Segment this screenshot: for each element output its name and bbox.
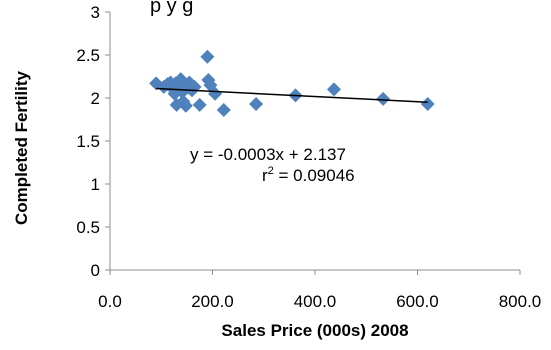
x-axis-title: Sales Price (000s) 2008 [221,321,408,340]
x-tick-label: 800.0 [499,292,542,311]
data-point [208,86,223,101]
chart-title-fragment: p y g [150,0,193,17]
y-tick-label: 1.5 [76,132,100,151]
equation-label: y = -0.0003x + 2.137 [190,145,346,164]
x-axis-ticks: 0.0 200.0 400.0 600.0 800.0 [98,270,541,311]
data-point [249,97,264,112]
y-tick-label: 2.5 [76,46,100,65]
y-tick-label: 1 [91,175,100,194]
data-point [216,103,231,118]
x-tick-label: 600.0 [396,292,439,311]
x-tick-label: 200.0 [191,292,234,311]
r2-label-sup: 2 [268,165,274,177]
y-tick-label: 0 [91,261,100,280]
data-points [149,49,435,118]
r2-label-value: = 0.09046 [274,166,355,185]
y-axis-title: Completed Fertility [12,70,31,225]
data-point [200,49,215,64]
y-tick-label: 3 [91,3,100,22]
r2-label: r2 = 0.09046 [262,165,355,185]
data-point [326,82,341,97]
x-tick-label: 0.0 [98,292,122,311]
r2-label-prefix: r [262,166,268,185]
y-tick-label: 2 [91,89,100,108]
data-point [376,91,391,106]
trendline [156,87,428,103]
x-tick-label: 400.0 [294,292,337,311]
data-point [420,97,435,112]
data-point [192,97,207,112]
y-axis-ticks: 0 0.5 1 1.5 2 2.5 3 [76,3,110,280]
data-point [178,98,193,113]
y-tick-label: 0.5 [76,218,100,237]
